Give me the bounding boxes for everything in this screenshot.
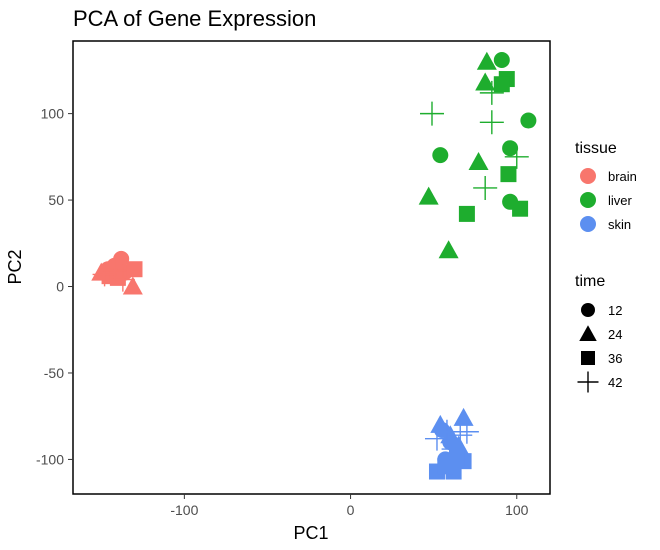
data-point-liver-plus xyxy=(419,101,444,126)
data-point-liver-triangle xyxy=(468,152,489,171)
legend-title-time: time xyxy=(575,273,605,290)
data-point-liver-circle xyxy=(432,147,449,164)
data-point-skin-plus xyxy=(441,437,466,462)
legend-label-42: 42 xyxy=(608,375,622,390)
data-point-liver-square xyxy=(500,166,517,183)
y-tick-label: 50 xyxy=(48,192,64,208)
legend-key-24 xyxy=(579,325,597,341)
axes: -100 0 100 -100 -50 0 50 100 xyxy=(36,106,529,518)
data-point-liver-triangle xyxy=(476,51,497,70)
legend-key-12 xyxy=(581,303,595,317)
x-axis-title: PC1 xyxy=(293,523,328,543)
x-tick-label: 0 xyxy=(347,502,355,518)
data-point-liver-circle xyxy=(502,140,519,157)
data-point-liver-square xyxy=(458,205,475,222)
data-point-brain-square xyxy=(126,261,143,278)
legend-label-24: 24 xyxy=(608,327,622,342)
data-point-liver-triangle xyxy=(475,72,496,91)
data-point-brain-plus xyxy=(92,262,117,287)
x-tick-label: 100 xyxy=(505,502,529,518)
plot-panel-border xyxy=(72,40,551,495)
legend-title-tissue: tissue xyxy=(575,140,617,157)
legend-label-36: 36 xyxy=(608,351,622,366)
chart-title: PCA of Gene Expression xyxy=(73,6,316,31)
data-point-liver-circle xyxy=(520,112,537,129)
data-points xyxy=(91,51,537,480)
data-point-brain-triangle xyxy=(106,254,127,273)
data-point-liver-triangle xyxy=(418,186,439,205)
y-tick-label: 0 xyxy=(56,279,64,295)
y-tick-label: -100 xyxy=(36,451,64,467)
data-point-liver-triangle xyxy=(438,240,459,259)
legend-label-liver: liver xyxy=(608,193,633,208)
data-point-liver-plus xyxy=(504,144,529,169)
y-axis-title: PC2 xyxy=(5,249,25,284)
legend-key-42 xyxy=(577,371,599,393)
legend-key-brain xyxy=(580,168,596,184)
data-point-brain-triangle xyxy=(122,276,143,295)
data-point-skin-plus xyxy=(424,426,449,451)
data-point-liver-plus xyxy=(479,80,504,105)
data-point-liver-plus xyxy=(473,175,498,200)
data-point-liver-plus xyxy=(479,110,504,135)
x-tick-label: -100 xyxy=(170,502,198,518)
legend-label-12: 12 xyxy=(608,303,622,318)
y-tick-label: -50 xyxy=(44,365,64,381)
legend-key-36 xyxy=(581,351,595,365)
data-point-liver-circle xyxy=(493,52,510,69)
legend-label-brain: brain xyxy=(608,169,637,184)
data-point-skin-triangle xyxy=(430,414,451,433)
legend-label-skin: skin xyxy=(608,217,631,232)
data-point-skin-triangle xyxy=(453,407,474,426)
data-point-skin-square xyxy=(448,449,465,466)
legend-key-liver xyxy=(580,192,596,208)
y-tick-label: 100 xyxy=(41,106,65,122)
data-point-brain-plus xyxy=(102,258,127,283)
data-point-liver-square xyxy=(493,76,510,93)
data-point-skin-plus xyxy=(454,419,479,444)
legend-key-skin xyxy=(580,216,596,232)
data-point-skin-plus xyxy=(448,423,473,448)
data-point-liver-square xyxy=(512,200,529,217)
